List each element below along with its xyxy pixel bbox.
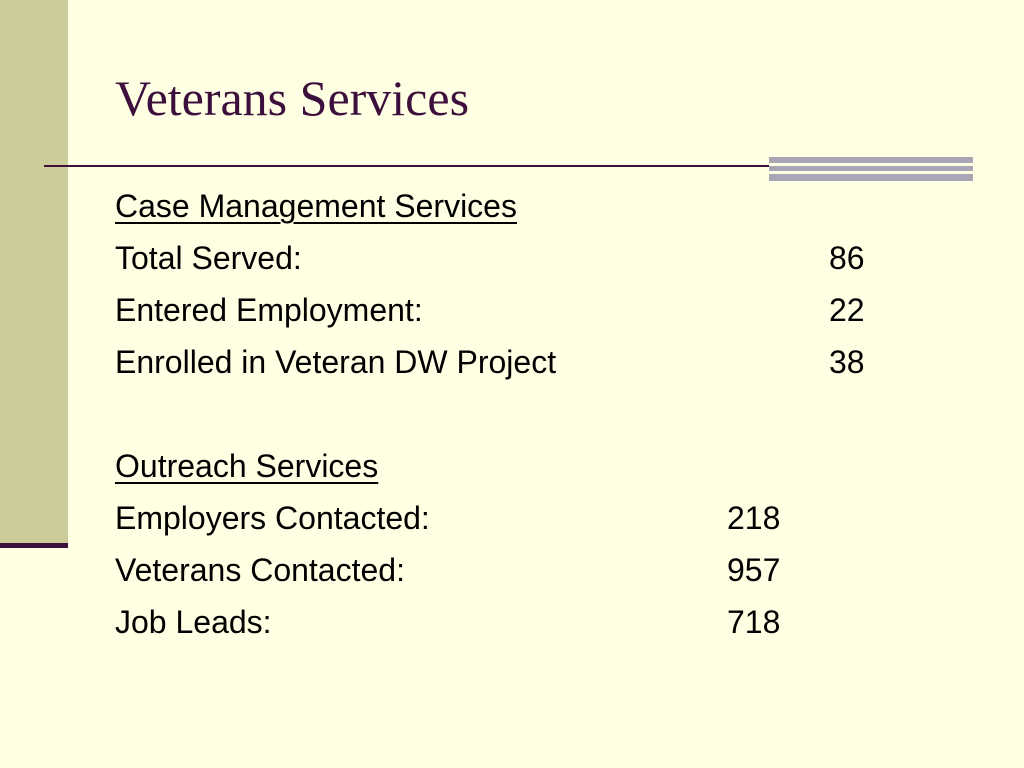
left-sidebar-band bbox=[0, 0, 68, 543]
case-row-entered-employment: Entered Employment: 22 bbox=[115, 284, 995, 336]
case-row-total-served: Total Served: 86 bbox=[115, 232, 995, 284]
title-divider-accent bbox=[769, 157, 973, 181]
outreach-heading: Outreach Services bbox=[115, 448, 379, 484]
title-divider-line bbox=[44, 165, 814, 167]
case-management-heading: Case Management Services bbox=[115, 188, 517, 224]
outreach-row-veterans-contacted: Veterans Contacted: 957 bbox=[115, 544, 995, 596]
row-value: 718 bbox=[727, 604, 781, 640]
row-label: Job Leads: bbox=[115, 604, 272, 640]
row-value: 22 bbox=[829, 292, 865, 328]
row-label: Employers Contacted: bbox=[115, 500, 430, 536]
outreach-row-employers-contacted: Employers Contacted: 218 bbox=[115, 492, 995, 544]
slide-body: Case Management Services Total Served: 8… bbox=[115, 180, 995, 648]
section-spacer bbox=[115, 388, 995, 440]
row-label: Veterans Contacted: bbox=[115, 552, 405, 588]
row-value: 38 bbox=[829, 344, 865, 380]
case-row-enrolled-dw-project: Enrolled in Veteran DW Project 38 bbox=[115, 336, 995, 388]
left-sidebar-accent-line bbox=[0, 543, 68, 548]
row-value: 218 bbox=[727, 500, 781, 536]
row-label: Entered Employment: bbox=[115, 292, 423, 328]
slide-title: Veterans Services bbox=[115, 70, 470, 126]
row-value: 86 bbox=[829, 240, 865, 276]
row-label: Total Served: bbox=[115, 240, 302, 276]
row-label: Enrolled in Veteran DW Project bbox=[115, 344, 557, 380]
outreach-row-job-leads: Job Leads: 718 bbox=[115, 596, 995, 648]
row-value: 957 bbox=[727, 552, 781, 588]
